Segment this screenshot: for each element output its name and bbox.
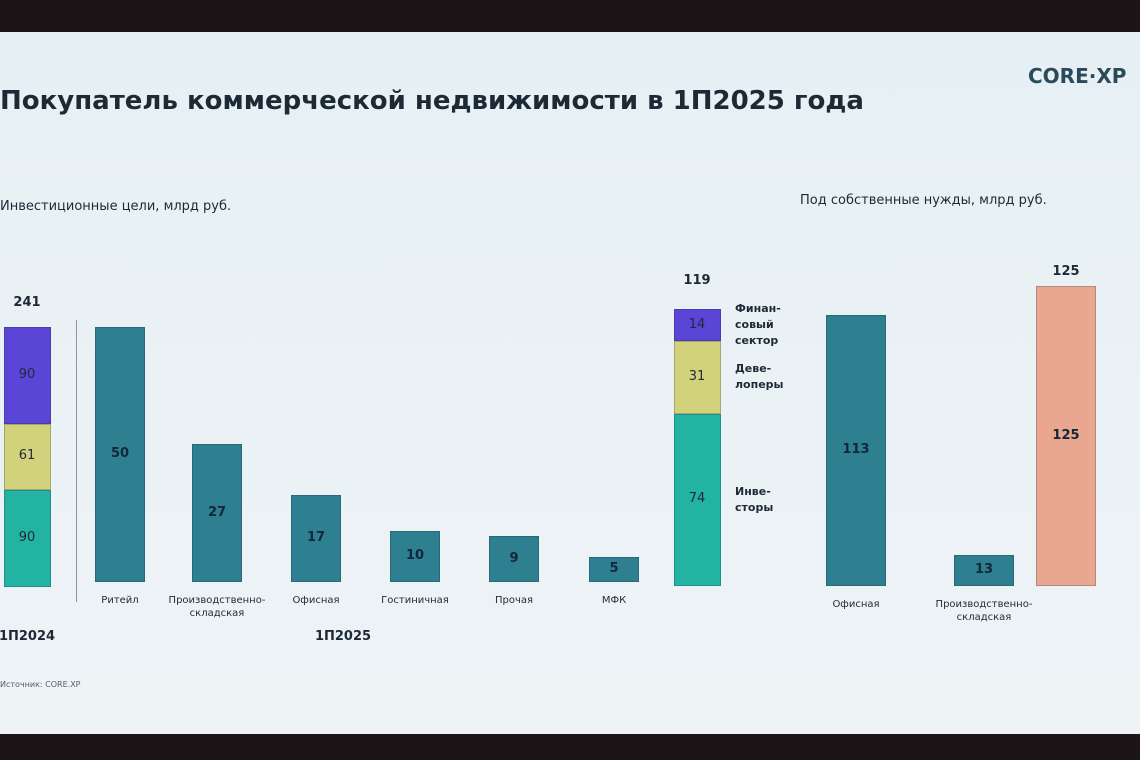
subtitle: Под собственные нужды, млрд руб. (800, 193, 1047, 208)
category-label: МФК (601, 594, 627, 606)
total-label: 125 (1052, 263, 1080, 279)
bar (192, 444, 242, 582)
bar-segment (3, 423, 51, 490)
category-label: Офисная (832, 598, 880, 610)
bar (826, 314, 886, 586)
group-label: 1П2025 (314, 628, 372, 644)
bar-segment (673, 413, 721, 586)
bar-segment (3, 326, 51, 424)
series-label: Инве- сторы (735, 484, 774, 514)
bar (954, 554, 1014, 586)
bar (1036, 286, 1096, 586)
value-label: 90 (18, 366, 36, 382)
title: Покупатель коммерческой недвижимости в 1… (0, 86, 864, 116)
value-label: 31 (688, 369, 706, 384)
series-label: Деве- лоперы (735, 362, 784, 392)
category-label: Производственно- складская (168, 594, 266, 619)
value-label: 14 (688, 316, 706, 332)
category-label: 1П2024 (0, 628, 56, 644)
total-label: 241 (13, 294, 41, 310)
bar (589, 556, 639, 582)
source: Источник: CORE.XP (0, 680, 81, 689)
bar-segment (673, 308, 721, 342)
slide (0, 32, 1140, 734)
bar-segment (673, 341, 721, 414)
bar (291, 495, 341, 582)
divider (76, 320, 77, 602)
value-label: 90 (18, 529, 36, 545)
value-label: 10 (405, 548, 425, 564)
value-label: 113 (842, 441, 870, 457)
category-label: Производственно- складская (935, 598, 1033, 623)
bar (489, 536, 539, 582)
category-label: Ритейл (101, 594, 139, 606)
category-label: Офисная (292, 594, 340, 606)
value-label: 125 (1052, 427, 1080, 443)
value-label: 17 (306, 530, 326, 546)
value-label: 74 (688, 491, 706, 507)
total-label: 119 (683, 272, 711, 288)
value-label: 9 (509, 550, 519, 566)
category-label: Прочая (494, 594, 534, 606)
bar (95, 327, 145, 582)
value-label: 27 (207, 504, 227, 520)
value-label: 61 (18, 448, 36, 464)
logo: CORE·XP (1028, 64, 1127, 88)
subtitle: Инвестиционные цели, млрд руб. (0, 199, 232, 214)
series-label: Финан- совый сектор (735, 302, 781, 348)
bar (390, 531, 440, 582)
value-label: 13 (974, 561, 994, 577)
value-label: 5 (609, 560, 619, 576)
bar-segment (3, 489, 51, 587)
value-label: 50 (110, 446, 130, 462)
category-label: Гостиничная (381, 594, 449, 606)
